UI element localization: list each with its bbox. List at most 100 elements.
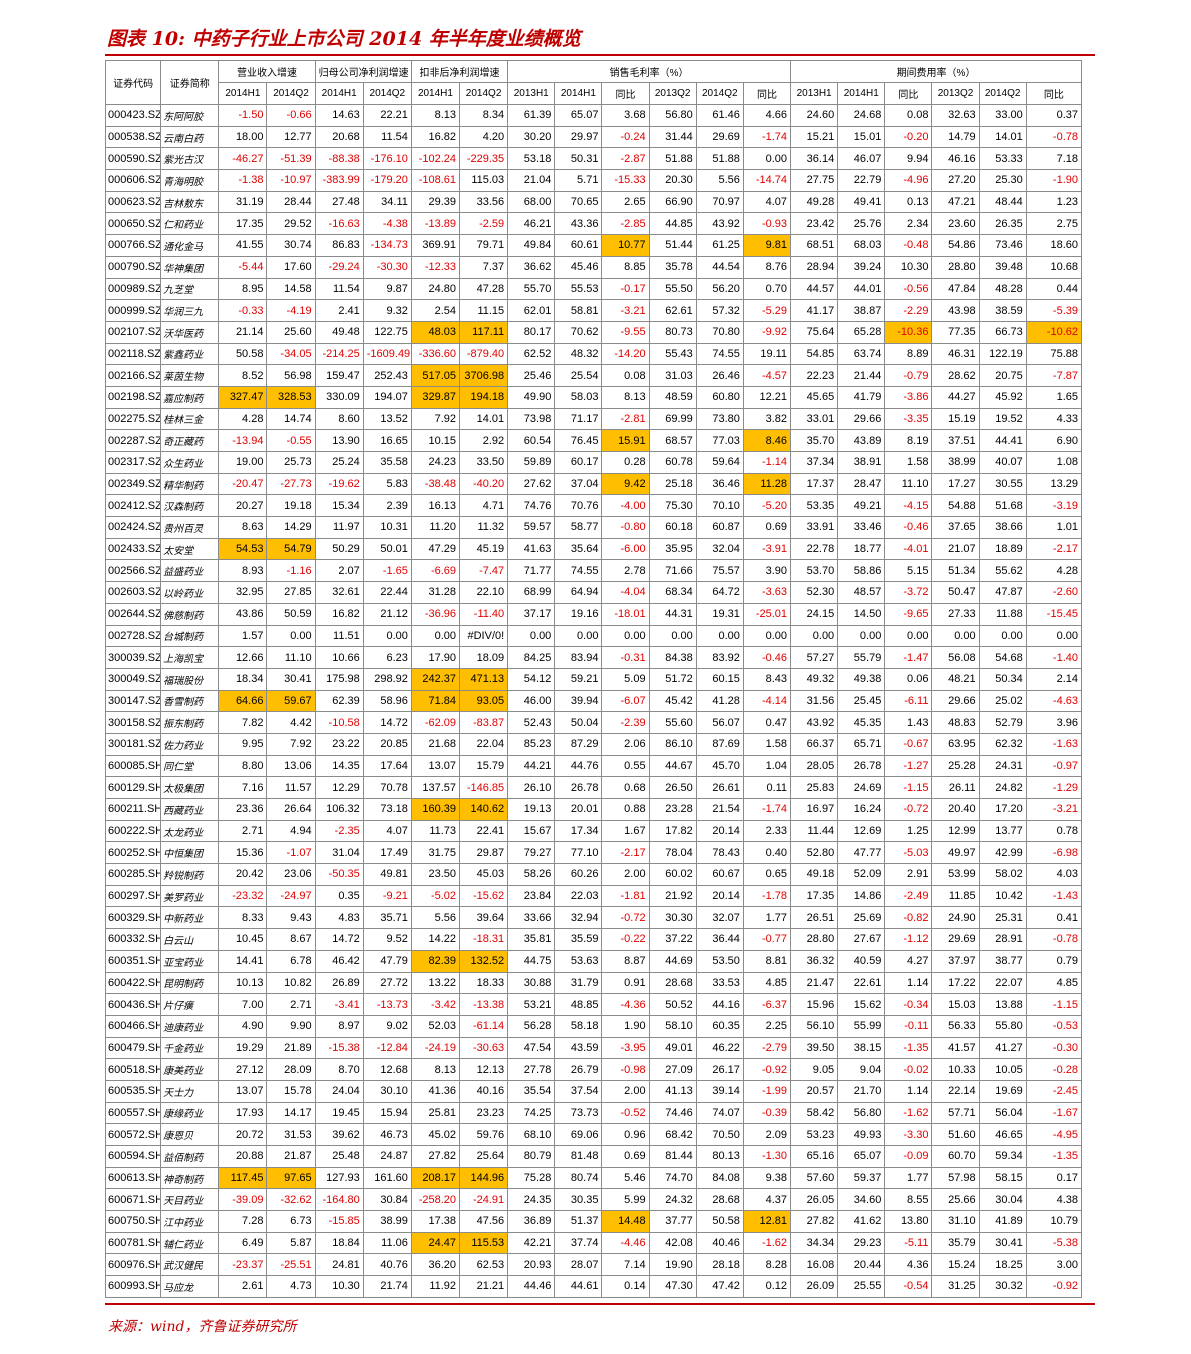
value-cell: 66.73 xyxy=(978,320,1027,344)
value-cell: 28.91 xyxy=(978,928,1027,951)
value-cell: 14.72 xyxy=(314,928,364,951)
value-cell: 14.63 xyxy=(314,104,364,127)
value-cell: 37.97 xyxy=(931,949,980,973)
value-cell: 30.74 xyxy=(266,234,316,257)
value-cell: 68.03 xyxy=(837,234,886,257)
value-cell: 74.76 xyxy=(507,494,556,518)
header-period: 2014H1 xyxy=(554,82,603,105)
value-cell: -1.90 xyxy=(1025,169,1083,192)
value-cell: 80.17 xyxy=(507,320,556,344)
stock-code: 600466.SH xyxy=(104,1014,162,1038)
value-cell: 78.04 xyxy=(648,841,697,865)
value-cell: -2.39 xyxy=(601,711,650,734)
value-cell: 73.98 xyxy=(507,407,556,431)
value-cell: 21.47 xyxy=(790,971,839,995)
table-row: 002118.SZ 紫鑫药业 50.58 -34.05 -214.25 -1609.49-… xyxy=(104,342,1083,366)
value-cell: 7.28 xyxy=(218,1210,268,1233)
value-cell: 51.88 xyxy=(695,147,744,171)
value-cell: 4.07 xyxy=(362,819,412,843)
value-cell: 4.36 xyxy=(884,1253,933,1277)
value-cell: 7.37 xyxy=(459,255,509,279)
value-cell: 8.67 xyxy=(266,928,316,951)
value-cell: 17.38 xyxy=(410,1210,461,1233)
value-cell: 17.34 xyxy=(554,819,603,843)
stock-name: 迪康药业 xyxy=(160,1014,220,1038)
value-cell: 8.80 xyxy=(218,754,268,778)
value-cell: 37.54 xyxy=(554,1079,603,1103)
value-cell: 11.73 xyxy=(410,819,461,843)
value-cell: 44.57 xyxy=(790,277,839,301)
value-cell: 10.15 xyxy=(410,429,461,452)
value-cell: 46.16 xyxy=(931,147,980,171)
value-cell: 11.92 xyxy=(410,1275,461,1298)
value-cell: 0.00 xyxy=(601,624,650,648)
table-row: 600557.SH 康缘药业 17.93 14.17 19.45 15.94 25.81 23… xyxy=(104,1101,1083,1125)
value-cell: 60.67 xyxy=(695,863,744,886)
value-cell: 1.23 xyxy=(1025,190,1083,214)
value-cell: -24.97 xyxy=(266,884,316,908)
value-cell: -13.94 xyxy=(218,429,268,452)
value-cell: 55.99 xyxy=(837,1014,886,1038)
value-cell: 12.68 xyxy=(362,1058,412,1081)
value-cell: 27.85 xyxy=(266,581,316,604)
value-cell: 43.92 xyxy=(790,711,839,734)
table-row: 600129.SH 太极集团 7.16 11.57 12.29 70.78 137.57 -1… xyxy=(104,776,1083,799)
value-cell: 41.28 xyxy=(695,689,744,713)
value-cell: 32.95 xyxy=(218,581,268,604)
value-cell: 24.82 xyxy=(978,776,1027,799)
value-cell: 4.37 xyxy=(742,1188,792,1212)
value-cell: -3.30 xyxy=(884,1123,933,1146)
value-cell: -38.48 xyxy=(410,472,461,496)
stock-name: 亚宝药业 xyxy=(160,949,220,973)
value-cell: 78.43 xyxy=(695,841,744,865)
stock-name: 美罗药业 xyxy=(160,884,220,908)
value-cell: 44.54 xyxy=(695,255,744,279)
value-cell: 16.13 xyxy=(410,494,461,518)
value-cell: -1.27 xyxy=(884,754,933,778)
value-cell: 71.66 xyxy=(648,559,697,583)
value-cell: 25.54 xyxy=(554,364,603,387)
value-cell: 12.69 xyxy=(837,819,886,843)
value-cell: 20.85 xyxy=(362,732,412,756)
value-cell: 14.01 xyxy=(459,407,509,431)
value-cell: 61.39 xyxy=(507,104,556,127)
value-cell: 18.60 xyxy=(1025,234,1083,257)
value-cell: 11.57 xyxy=(266,776,316,799)
value-cell: 27.33 xyxy=(931,602,980,626)
value-cell: -3.35 xyxy=(884,407,933,431)
value-cell: -30.30 xyxy=(362,255,412,279)
value-cell: 80.79 xyxy=(507,1145,556,1168)
value-cell: 31.75 xyxy=(410,841,461,865)
value-cell: 21.21 xyxy=(459,1275,509,1298)
value-cell: 8.46 xyxy=(742,429,792,452)
value-cell: 47.28 xyxy=(459,277,509,301)
value-cell: 13.80 xyxy=(884,1210,933,1233)
value-cell: 53.33 xyxy=(978,147,1027,171)
value-cell: 33.66 xyxy=(507,906,556,930)
value-cell: 35.95 xyxy=(648,537,697,561)
value-cell: 65.71 xyxy=(837,732,886,756)
value-cell: 19.31 xyxy=(695,602,744,626)
value-cell: 140.62 xyxy=(459,798,509,821)
value-cell: -2.60 xyxy=(1025,581,1083,604)
value-cell: 14.50 xyxy=(837,602,886,626)
value-cell: -34.05 xyxy=(266,342,316,366)
stock-name: 青海明胶 xyxy=(160,169,220,192)
value-cell: 37.74 xyxy=(554,1231,603,1255)
value-cell: 17.90 xyxy=(410,646,461,669)
value-cell: 21.14 xyxy=(218,320,268,344)
value-cell: 14.22 xyxy=(410,928,461,951)
value-cell: 42.99 xyxy=(978,841,1027,865)
value-cell: 13.07 xyxy=(410,754,461,778)
value-cell: 59.89 xyxy=(507,451,556,474)
value-cell: 0.00 xyxy=(648,624,697,648)
stock-code: 600436.SH xyxy=(104,993,162,1016)
value-cell: 36.62 xyxy=(507,255,556,279)
stock-name: 江中药业 xyxy=(160,1210,220,1233)
value-cell: 22.78 xyxy=(790,537,839,561)
value-cell: 46.73 xyxy=(362,1123,412,1146)
value-cell: -0.48 xyxy=(884,234,933,257)
value-cell: 58.10 xyxy=(648,1014,697,1038)
value-cell: 64.72 xyxy=(695,581,744,604)
value-cell: -1.15 xyxy=(884,776,933,799)
